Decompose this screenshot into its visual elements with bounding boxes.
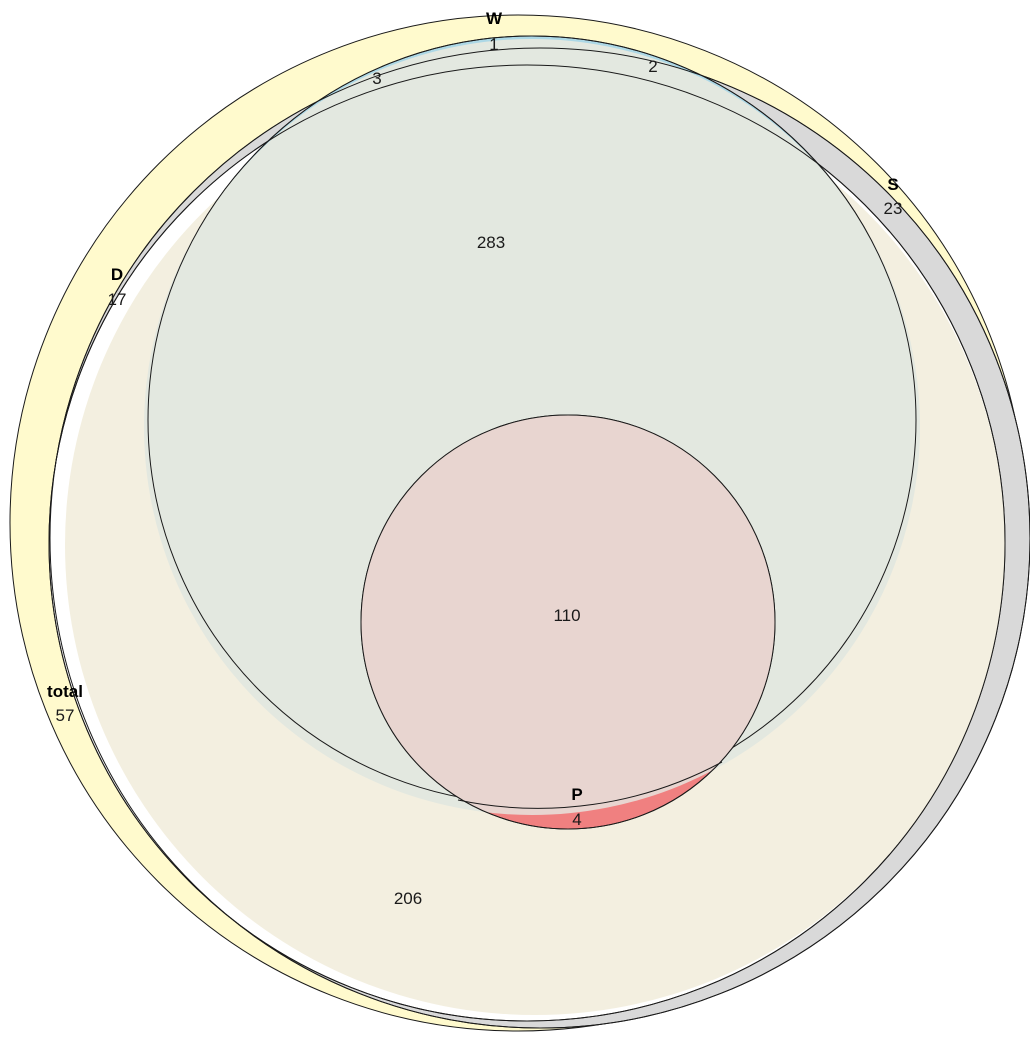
count-lower: 206 xyxy=(394,889,422,908)
count-top-sliver-1: 1 xyxy=(489,35,498,54)
count-s-only: 23 xyxy=(884,199,903,218)
count-d-only: 17 xyxy=(108,290,127,309)
count-top-sliver-3: 3 xyxy=(372,69,381,88)
set-label-d: D xyxy=(111,265,123,284)
set-label-p: P xyxy=(571,785,582,804)
count-large-inner: 283 xyxy=(477,233,505,252)
set-p-outline xyxy=(360,414,776,830)
set-label-s: S xyxy=(887,175,898,194)
count-p-only: 4 xyxy=(572,810,581,829)
w-boundary-inside-p xyxy=(457,761,723,809)
set-label-w: W xyxy=(486,9,503,28)
count-top-sliver-2: 2 xyxy=(648,57,657,76)
set-s-outline xyxy=(49,47,1030,1029)
set-d-outline xyxy=(48,64,1006,1022)
count-center: 110 xyxy=(553,606,580,625)
overlap-p-w xyxy=(361,415,775,815)
set-label-total: total xyxy=(47,682,83,701)
count-total-only: 57 xyxy=(56,706,75,725)
